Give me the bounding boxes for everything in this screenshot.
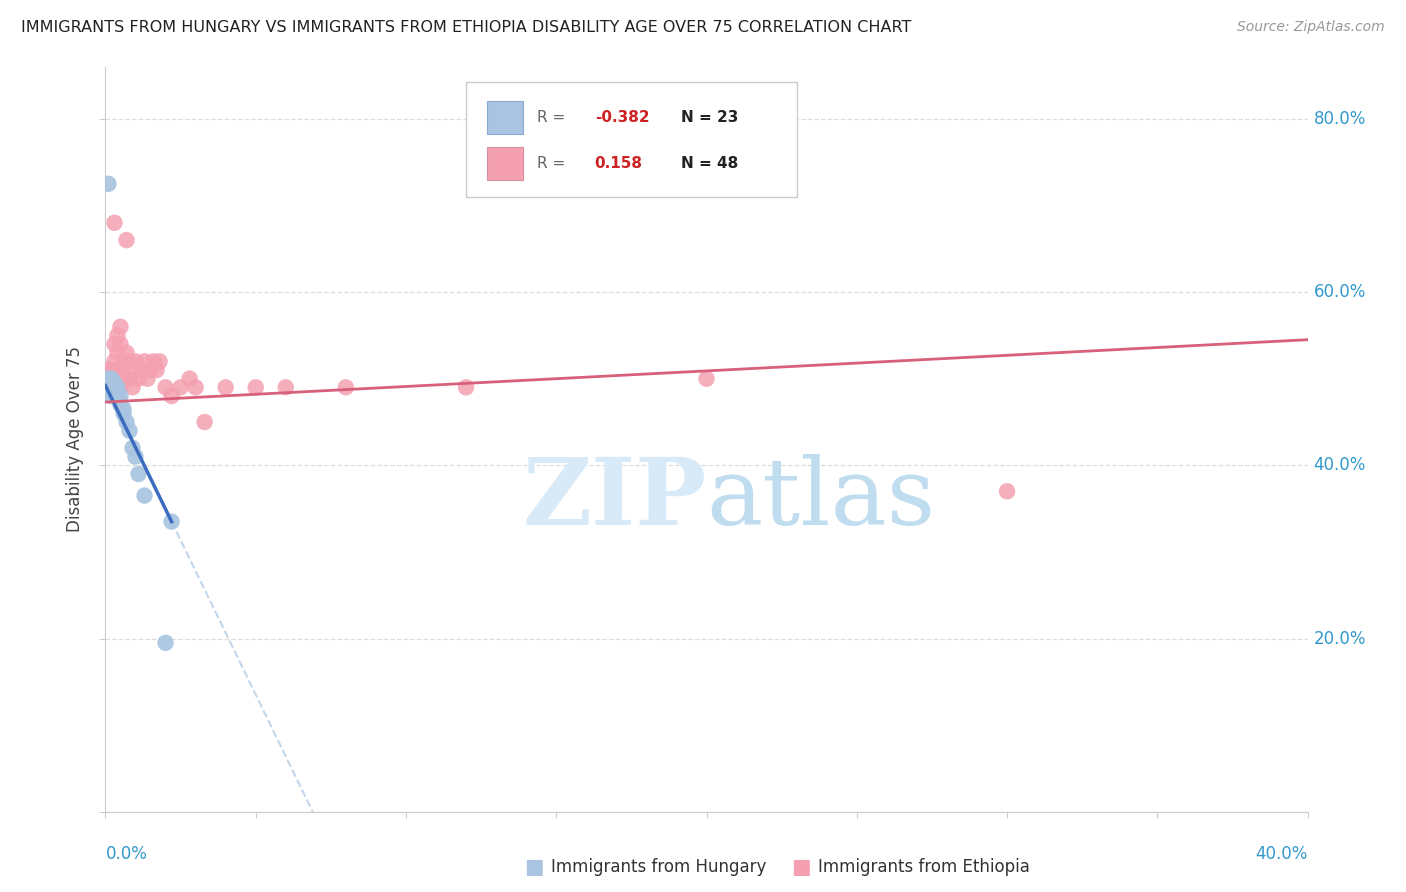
Point [274, 380, 297, 394]
Point [128, 467, 150, 481]
Point [107, 363, 129, 377]
Point [124, 354, 146, 368]
Point [112, 372, 135, 386]
Text: ■: ■ [524, 857, 544, 877]
Point [194, 415, 217, 429]
Point [145, 363, 167, 377]
Point [115, 345, 138, 359]
Point [110, 380, 132, 394]
Point [103, 376, 125, 390]
Text: 0.0%: 0.0% [105, 846, 148, 863]
Point [107, 328, 129, 343]
Text: Immigrants from Ethiopia: Immigrants from Ethiopia [818, 858, 1031, 876]
Text: R =: R = [537, 156, 565, 171]
Point [110, 337, 132, 351]
Point [110, 398, 132, 412]
Text: ZIP: ZIP [522, 454, 707, 544]
Point [100, 389, 122, 403]
Point [142, 354, 165, 368]
Bar [486, 101, 523, 134]
Text: Source: ZipAtlas.com: Source: ZipAtlas.com [1237, 20, 1385, 34]
Y-axis label: Disability Age Over 75: Disability Age Over 75 [66, 346, 84, 533]
Point [169, 380, 191, 394]
Point [103, 380, 125, 394]
Point [995, 484, 1018, 499]
Text: 80.0%: 80.0% [1313, 110, 1367, 128]
FancyBboxPatch shape [465, 82, 797, 197]
Bar [486, 147, 523, 180]
Text: 60.0%: 60.0% [1313, 283, 1367, 301]
Point [118, 354, 141, 368]
Point [97, 372, 120, 386]
Point [100, 372, 122, 386]
Text: N = 23: N = 23 [682, 110, 738, 125]
Point [184, 380, 207, 394]
Point [103, 372, 125, 386]
Point [97, 372, 120, 386]
Point [100, 380, 122, 394]
Point [136, 372, 159, 386]
Point [139, 363, 162, 377]
Point [110, 363, 132, 377]
Point [100, 376, 122, 390]
Point [107, 380, 129, 394]
Point [148, 354, 170, 368]
Text: 20.0%: 20.0% [1313, 630, 1367, 648]
Text: N = 48: N = 48 [682, 156, 738, 171]
Text: Immigrants from Hungary: Immigrants from Hungary [551, 858, 766, 876]
Point [112, 402, 135, 417]
Point [103, 216, 125, 230]
Point [100, 372, 122, 386]
Point [214, 380, 236, 394]
Point [100, 363, 122, 377]
Point [115, 372, 138, 386]
Point [107, 345, 129, 359]
Point [121, 441, 143, 455]
Point [124, 450, 146, 464]
Point [97, 384, 120, 399]
Point [124, 363, 146, 377]
Text: R =: R = [537, 110, 565, 125]
Point [155, 636, 177, 650]
Point [335, 380, 357, 394]
Point [155, 380, 177, 394]
Text: atlas: atlas [707, 454, 936, 544]
Point [103, 354, 125, 368]
Point [97, 380, 120, 394]
Point [118, 372, 141, 386]
Point [121, 380, 143, 394]
Point [134, 354, 156, 368]
Point [128, 372, 150, 386]
Point [115, 415, 138, 429]
Point [179, 372, 201, 386]
Point [134, 489, 156, 503]
Point [97, 177, 120, 191]
Point [112, 406, 135, 420]
Point [107, 389, 129, 403]
Point [97, 363, 120, 377]
Text: IMMIGRANTS FROM HUNGARY VS IMMIGRANTS FROM ETHIOPIA DISABILITY AGE OVER 75 CORRE: IMMIGRANTS FROM HUNGARY VS IMMIGRANTS FR… [21, 20, 911, 35]
Text: -0.382: -0.382 [595, 110, 650, 125]
Point [696, 372, 718, 386]
Point [103, 337, 125, 351]
Text: ■: ■ [792, 857, 811, 877]
Text: 0.158: 0.158 [595, 156, 643, 171]
Point [115, 233, 138, 247]
Point [112, 354, 135, 368]
Point [118, 424, 141, 438]
Text: 40.0%: 40.0% [1313, 457, 1367, 475]
Point [245, 380, 267, 394]
Point [160, 515, 183, 529]
Point [454, 380, 477, 394]
Point [110, 319, 132, 334]
Text: 40.0%: 40.0% [1256, 846, 1308, 863]
Point [131, 363, 153, 377]
Point [97, 380, 120, 394]
Point [110, 389, 132, 403]
Point [160, 389, 183, 403]
